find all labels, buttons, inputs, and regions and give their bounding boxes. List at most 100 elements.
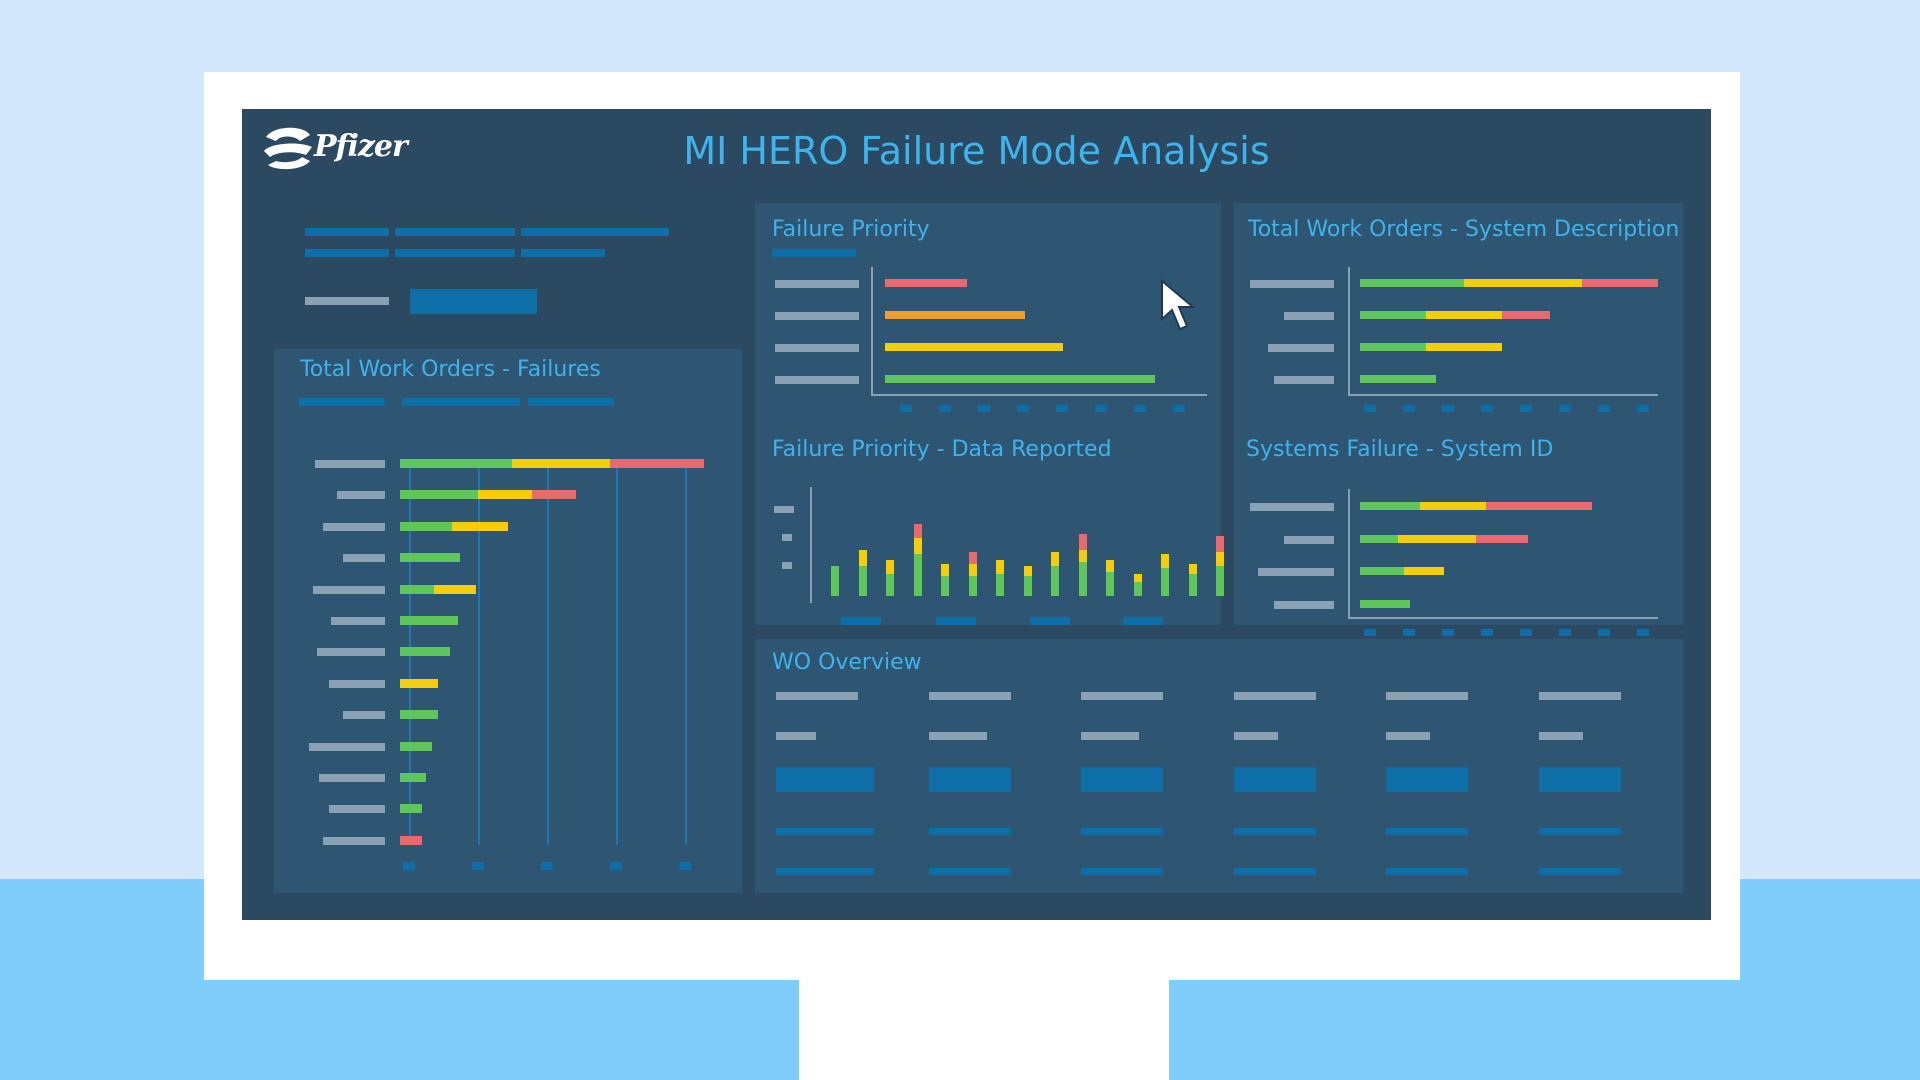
x-tick-placeholder (1017, 405, 1029, 412)
gridline (616, 459, 618, 845)
wo-line-placeholder (1539, 868, 1621, 875)
system-description-bar (1426, 343, 1502, 351)
filter-placeholder (395, 228, 515, 236)
x-tick-placeholder (1364, 405, 1376, 412)
panel-title: WO Overview (772, 650, 922, 675)
reported-column (941, 564, 949, 576)
y-axis-line (810, 487, 812, 603)
panel-system-description: Total Work Orders - System Description (1234, 203, 1683, 425)
filter-dropdown[interactable] (410, 289, 537, 314)
wo-line-placeholder (1539, 828, 1621, 835)
x-tick-placeholder (1481, 405, 1493, 412)
failure-bar (532, 490, 576, 500)
y-label-placeholder (782, 534, 792, 541)
x-tick-placeholder (1442, 405, 1454, 412)
wo-line-placeholder (1233, 868, 1316, 875)
system-description-bar (1502, 311, 1550, 319)
row-label-placeholder (343, 554, 385, 563)
system-description-bar (1464, 279, 1582, 287)
filter-placeholder (521, 228, 669, 236)
reported-column (968, 576, 977, 596)
dashboard-screen: Pfizer MI HERO Failure Mode Analysis Tot… (242, 109, 1711, 920)
row-label-placeholder (1250, 280, 1334, 288)
system-id-bar (1360, 599, 1410, 608)
row-label-placeholder (1284, 535, 1334, 544)
system-id-bar (1360, 502, 1420, 510)
system-description-bar (1582, 279, 1658, 287)
filter-label (305, 297, 389, 305)
wo-label-placeholder (928, 692, 1011, 700)
row-label-placeholder (1250, 503, 1334, 511)
filter-placeholder (395, 249, 515, 257)
x-tick-placeholder (1095, 405, 1107, 412)
row-label-placeholder (319, 774, 385, 782)
row-label-placeholder (329, 805, 385, 814)
mouse-cursor-icon (1161, 279, 1196, 331)
wo-sublabel-placeholder (776, 732, 816, 740)
reported-column (1161, 568, 1169, 596)
reported-column (1078, 534, 1087, 550)
system-id-bar (1360, 534, 1398, 543)
wo-sublabel-placeholder (1233, 732, 1278, 740)
reported-column (968, 552, 977, 564)
reported-column (1216, 552, 1224, 566)
wo-value-tile (928, 767, 1011, 792)
wo-value-tile (776, 767, 874, 792)
failure-bar (400, 459, 512, 468)
reported-column (1023, 566, 1032, 576)
wo-line-placeholder (776, 868, 874, 875)
panel-title: Total Work Orders - Failures (300, 357, 601, 382)
failure-bar (400, 647, 450, 657)
panel-priority: Failure Priority (755, 203, 1221, 425)
failure-bar (434, 584, 476, 594)
wo-value-tile (1081, 767, 1164, 792)
reported-column (1133, 574, 1142, 582)
page-title: MI HERO Failure Mode Analysis (683, 129, 1270, 173)
gridline (478, 459, 480, 845)
x-tick-placeholder (1637, 405, 1649, 412)
wo-line-placeholder (1386, 868, 1469, 875)
failure-bar (400, 741, 432, 751)
wo-line-placeholder (928, 828, 1011, 835)
system-id-bar (1398, 534, 1476, 543)
failure-bar (400, 521, 452, 531)
reported-column (1078, 562, 1087, 596)
x-tick-placeholder (1598, 629, 1610, 636)
x-tick-placeholder (1520, 405, 1532, 412)
system-description-bar (1360, 311, 1426, 319)
wo-line-placeholder (1386, 828, 1469, 835)
wo-value-tile (1233, 767, 1316, 792)
failure-bar (400, 553, 460, 563)
x-tick-placeholder (936, 617, 976, 625)
gridline (685, 459, 687, 845)
y-axis-line (1348, 489, 1350, 619)
row-label-placeholder (1284, 312, 1334, 320)
reported-column (1023, 576, 1032, 596)
reported-column (913, 554, 922, 596)
panel-system-id: Systems Failure - System ID (1234, 425, 1683, 636)
x-tick-placeholder (1598, 405, 1610, 412)
row-label-placeholder (1274, 376, 1334, 384)
logo-text: Pfizer (314, 129, 408, 164)
row-label-placeholder (1268, 344, 1334, 352)
y-label-placeholder (782, 562, 792, 569)
filter-placeholder (521, 249, 605, 257)
failure-bar (400, 804, 422, 814)
x-axis-line (1348, 617, 1658, 619)
row-label-placeholder (313, 585, 385, 594)
reported-column (1078, 550, 1087, 562)
row-label-placeholder (343, 711, 385, 720)
x-tick-placeholder (1403, 629, 1415, 636)
wo-label-placeholder (776, 692, 858, 700)
panel-title: Failure Priority - Data Reported (772, 437, 1112, 462)
wo-label-placeholder (1233, 692, 1316, 700)
wo-label-placeholder (1386, 692, 1469, 700)
row-label-placeholder (317, 648, 385, 657)
x-tick-placeholder (900, 405, 912, 412)
x-tick-placeholder (1030, 617, 1070, 625)
x-tick-placeholder (1559, 629, 1571, 636)
x-tick-placeholder (978, 405, 990, 412)
row-label-placeholder (1274, 600, 1334, 609)
failure-bar (400, 773, 426, 782)
subtitle-placeholder (402, 398, 520, 406)
